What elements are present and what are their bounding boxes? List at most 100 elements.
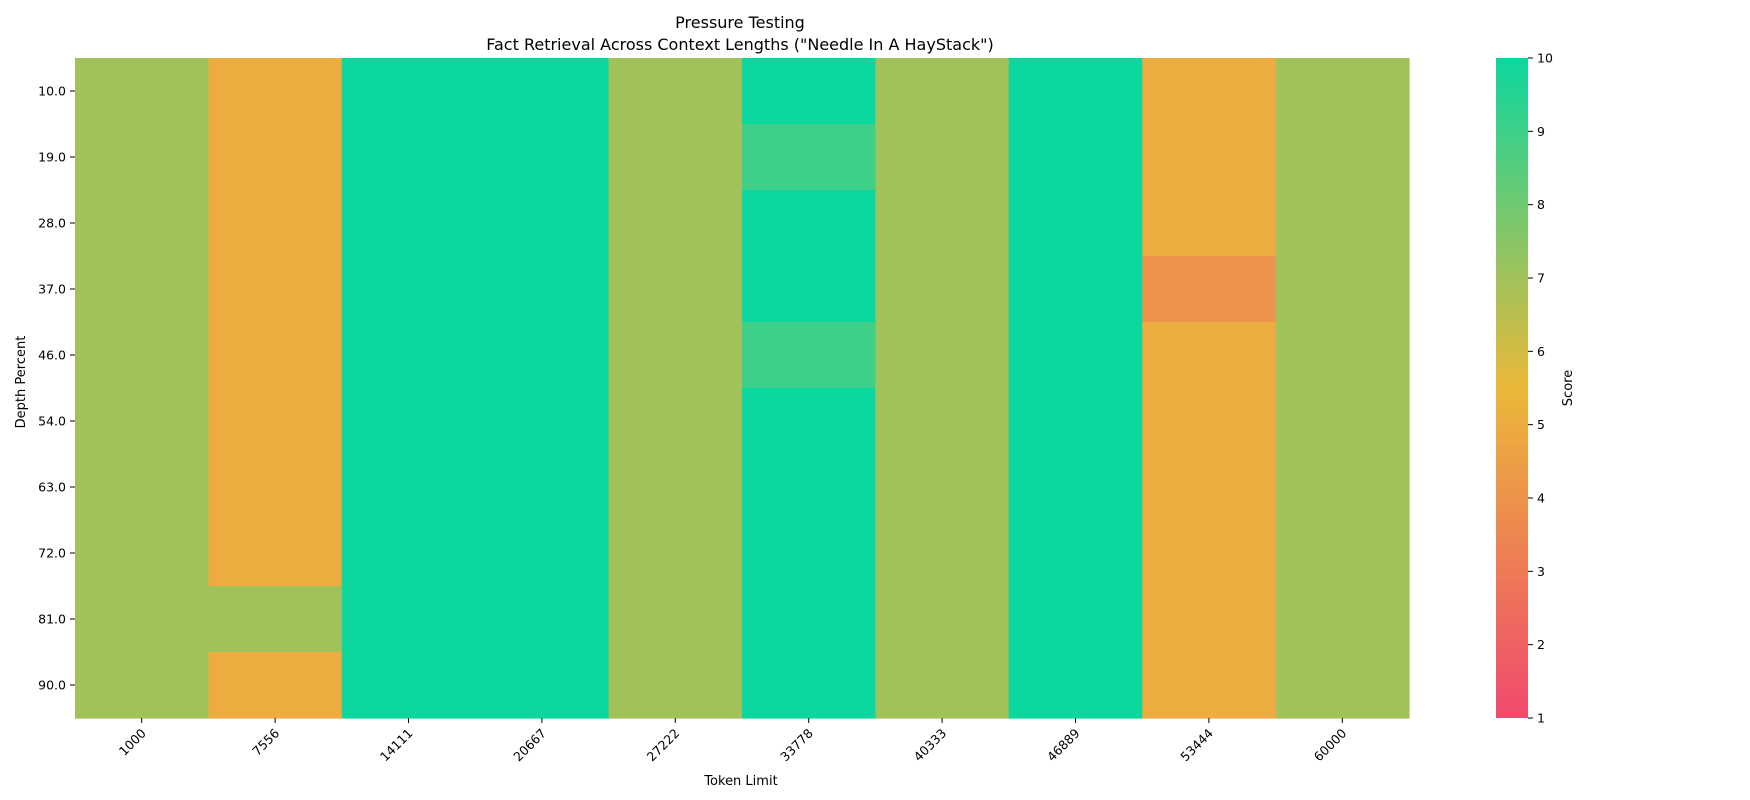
y-tick-label: 72.0	[38, 546, 66, 561]
heatmap-cell	[1008, 256, 1143, 323]
heatmap-cell	[1142, 124, 1277, 191]
heatmap-cell	[1275, 322, 1410, 389]
heatmap-cell	[875, 652, 1010, 719]
chart-subtitle: Fact Retrieval Across Context Lengths ("…	[486, 35, 993, 54]
chart-title: Pressure Testing	[675, 13, 805, 32]
heatmap-cell	[75, 322, 209, 389]
heatmap-cell	[1275, 652, 1410, 719]
heatmap-cell	[75, 124, 209, 191]
heatmap-cell	[341, 454, 476, 521]
heatmap-cell	[608, 520, 743, 587]
heatmap-cell	[208, 388, 343, 455]
heatmap-cell	[875, 454, 1010, 521]
heatmap-cell	[75, 520, 209, 587]
heatmap-cell	[742, 190, 876, 257]
heatmap-cell	[475, 58, 610, 125]
heatmap-cell	[1275, 586, 1410, 653]
heatmap-cell	[1008, 58, 1143, 125]
x-tick-label: 14111	[377, 726, 416, 765]
colorbar-label: Score	[1561, 370, 1576, 406]
y-tick-label: 81.0	[38, 612, 66, 627]
x-tick-label: 7556	[249, 725, 282, 758]
heatmap-cell	[1142, 520, 1277, 587]
y-tick-label: 37.0	[38, 282, 66, 297]
heatmap-cell	[875, 124, 1010, 191]
heatmap-cell	[608, 124, 743, 191]
colorbar-tick-label: 10	[1537, 51, 1553, 66]
heatmap-cell	[608, 190, 743, 257]
heatmap-cell	[1142, 58, 1277, 125]
heatmap-cell	[1008, 586, 1143, 653]
colorbar-tick-label: 8	[1537, 197, 1545, 212]
heatmap-cell	[475, 322, 610, 389]
heatmap-cell	[608, 388, 743, 455]
heatmap-cell	[1275, 190, 1410, 257]
heatmap-cell	[875, 322, 1010, 389]
heatmap-cell	[608, 454, 743, 521]
colorbar-tick-label: 7	[1537, 271, 1545, 286]
heatmap-cell	[742, 322, 876, 389]
heatmap-cell	[208, 322, 343, 389]
x-tick-label: 1000	[116, 725, 149, 758]
heatmap-cell	[1142, 454, 1277, 521]
colorbar-tick-label: 9	[1537, 124, 1545, 139]
heatmap-cell	[742, 388, 876, 455]
y-tick-label: 19.0	[38, 150, 66, 165]
heatmap-cell	[608, 652, 743, 719]
heatmap-cell	[208, 520, 343, 587]
heatmap-cell	[742, 124, 876, 191]
heatmap-cell	[75, 256, 209, 323]
heatmap-cell	[1275, 58, 1410, 125]
heatmap-cell	[1008, 322, 1143, 389]
heatmap-cell	[608, 586, 743, 653]
heatmap-cell	[475, 124, 610, 191]
heatmap-cell	[1008, 652, 1143, 719]
heatmap-cell	[1142, 256, 1277, 323]
y-axis-ticks: 10.0 19.0 28.0 37.0 46.0 54.0 63.0 72.0 81.0 90.0	[38, 84, 75, 693]
heatmap-cell	[341, 124, 476, 191]
heatmap-cell	[208, 190, 343, 257]
heatmap-cell	[875, 388, 1010, 455]
heatmap-cell	[742, 256, 876, 323]
heatmap-cell	[208, 58, 343, 125]
heatmap-cell	[1275, 124, 1410, 191]
heatmap-cell	[1142, 652, 1277, 719]
x-tick-label: 53444	[1177, 725, 1216, 764]
heatmap-cell	[1275, 454, 1410, 521]
colorbar-ticks: 1 2 3 4 5 6 7 8 9 10	[1528, 51, 1553, 726]
x-tick-label: 20667	[510, 726, 549, 765]
heatmap-cell	[875, 256, 1010, 323]
heatmap-cell	[1142, 322, 1277, 389]
colorbar	[1496, 58, 1528, 718]
x-tick-label: 46889	[1044, 725, 1083, 764]
colorbar-tick-label: 2	[1537, 637, 1545, 652]
x-tick-label: 60000	[1311, 725, 1350, 764]
heatmap-cell	[75, 58, 209, 125]
heatmap-cell	[75, 190, 209, 257]
heatmap-cell	[742, 586, 876, 653]
heatmap-cell	[75, 586, 209, 653]
heatmap-cell	[608, 322, 743, 389]
heatmap-cell	[475, 190, 610, 257]
heatmap-cell	[1008, 520, 1143, 587]
heatmap-cell	[341, 586, 476, 653]
heatmap-cell	[75, 652, 209, 719]
heatmap-cell	[1008, 454, 1143, 521]
x-axis-label: Token Limit	[703, 774, 777, 789]
heatmap-cell	[475, 586, 610, 653]
x-tick-label: 27222	[644, 726, 683, 765]
y-tick-label: 10.0	[38, 84, 66, 99]
colorbar-tick-label: 4	[1537, 491, 1545, 506]
heatmap-cell	[341, 256, 476, 323]
colorbar-tick-label: 3	[1537, 564, 1545, 579]
heatmap-cell	[208, 256, 343, 323]
heatmap-cell	[208, 124, 343, 191]
y-tick-label: 28.0	[38, 216, 66, 231]
heatmap-cell	[475, 388, 610, 455]
heatmap-cell	[608, 58, 743, 125]
heatmap-cell	[208, 454, 343, 521]
heatmap-cell	[341, 652, 476, 719]
heatmap-cell	[875, 520, 1010, 587]
y-tick-label: 46.0	[38, 348, 66, 363]
